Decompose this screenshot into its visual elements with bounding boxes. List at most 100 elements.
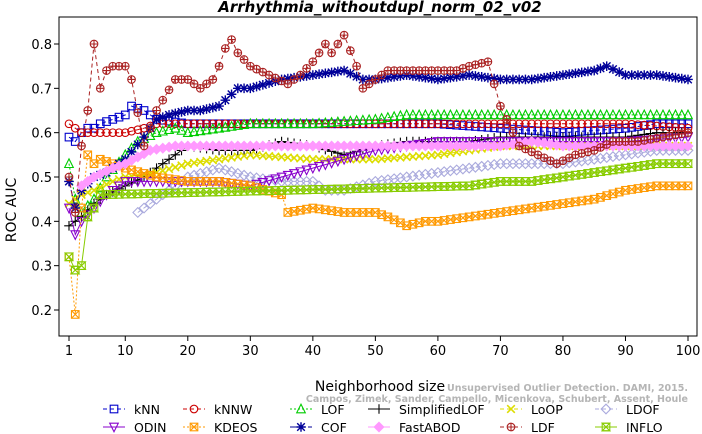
data-point xyxy=(363,113,375,125)
data-point xyxy=(495,177,506,186)
legend-label: kNN xyxy=(134,402,160,417)
data-point xyxy=(301,185,312,195)
data-point xyxy=(539,119,549,129)
data-point xyxy=(195,124,206,136)
data-point xyxy=(683,181,693,191)
legend-marker xyxy=(189,404,199,414)
data-point xyxy=(426,167,438,180)
data-point xyxy=(426,182,437,192)
data-point xyxy=(327,48,336,58)
data-point xyxy=(564,119,574,129)
data-point xyxy=(433,74,443,85)
x-tick-label: 80 xyxy=(555,344,572,359)
data-point xyxy=(401,171,413,183)
data-point xyxy=(157,125,168,136)
data-point xyxy=(152,106,161,115)
series-line xyxy=(68,123,689,134)
data-point xyxy=(288,117,300,129)
data-point xyxy=(364,154,374,164)
data-point xyxy=(351,114,362,126)
data-point xyxy=(445,137,456,148)
legend-item: kNNW xyxy=(183,402,252,417)
data-point xyxy=(76,261,87,271)
data-point xyxy=(377,119,386,129)
data-point xyxy=(326,184,337,194)
data-point xyxy=(570,68,581,79)
data-point xyxy=(332,184,343,194)
data-point xyxy=(64,132,74,142)
data-point xyxy=(357,179,369,191)
data-point xyxy=(483,57,493,67)
data-point xyxy=(176,107,187,117)
data-point xyxy=(233,48,243,58)
y-tick-label: 0.4 xyxy=(31,215,52,230)
data-point xyxy=(470,180,481,190)
data-point xyxy=(363,183,375,193)
data-point xyxy=(408,119,418,129)
legend-label: ODIN xyxy=(134,420,167,434)
data-point xyxy=(339,65,349,76)
legend-marker xyxy=(296,422,306,432)
data-point xyxy=(282,185,293,195)
data-point xyxy=(639,70,650,80)
data-point xyxy=(645,108,656,120)
data-point xyxy=(301,117,312,129)
data-point xyxy=(514,119,524,129)
data-point xyxy=(382,111,394,122)
data-point xyxy=(88,203,100,213)
series-line xyxy=(68,153,688,315)
data-point xyxy=(682,140,694,152)
data-point xyxy=(108,115,118,124)
data-point xyxy=(644,145,657,157)
data-point xyxy=(439,182,450,191)
data-point xyxy=(320,160,331,171)
data-point xyxy=(546,119,555,129)
data-point xyxy=(120,61,130,71)
data-point xyxy=(483,72,493,83)
data-point xyxy=(658,71,668,81)
data-point xyxy=(257,177,269,189)
data-point xyxy=(557,172,569,182)
data-point xyxy=(364,74,374,85)
data-point xyxy=(583,147,593,157)
data-point xyxy=(308,154,318,164)
data-point xyxy=(120,177,131,188)
legend-item: SimplifiedLOF xyxy=(368,402,485,417)
data-point xyxy=(582,154,594,166)
data-point xyxy=(670,159,681,169)
data-point xyxy=(114,128,124,138)
data-point xyxy=(621,123,630,133)
data-point xyxy=(502,115,512,124)
data-point xyxy=(195,187,206,197)
data-point xyxy=(101,190,112,199)
data-point xyxy=(220,187,231,197)
data-point xyxy=(164,119,174,129)
data-point xyxy=(194,167,206,180)
data-point xyxy=(107,190,118,199)
data-point xyxy=(464,70,474,80)
data-point xyxy=(613,150,625,162)
data-point xyxy=(189,105,199,116)
data-point xyxy=(295,185,306,195)
data-point xyxy=(83,150,93,160)
legend-label: COF xyxy=(321,420,347,434)
data-point xyxy=(157,158,168,169)
data-point xyxy=(89,39,99,49)
x-tick-label: 1 xyxy=(65,344,73,359)
data-point xyxy=(120,128,130,138)
data-point xyxy=(127,75,136,84)
data-point xyxy=(70,310,80,319)
data-point xyxy=(64,220,74,231)
data-point xyxy=(476,72,487,82)
data-point xyxy=(138,202,150,214)
x-tick-label: 10 xyxy=(117,344,134,359)
data-point xyxy=(251,117,262,129)
data-point xyxy=(320,184,331,194)
data-point xyxy=(201,104,212,114)
data-point xyxy=(357,114,369,125)
data-point xyxy=(313,117,325,128)
data-point xyxy=(226,89,237,100)
data-point xyxy=(282,170,294,182)
data-point xyxy=(645,160,656,169)
